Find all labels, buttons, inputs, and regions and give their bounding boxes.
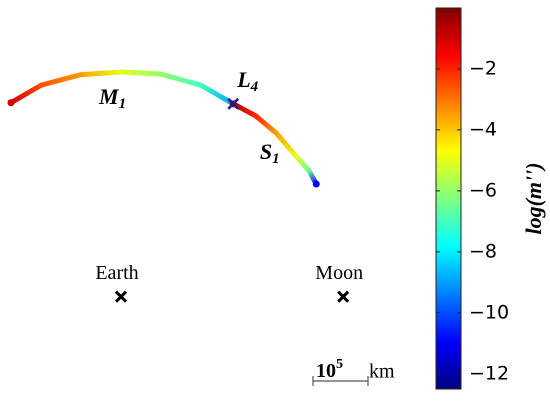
- colorbar-tick-label: −10: [469, 301, 509, 323]
- colorbar-label: log(m''): [521, 162, 546, 234]
- point-label: L4: [236, 67, 258, 95]
- body-marker: [114, 290, 128, 303]
- series-label-script: 1: [272, 151, 280, 167]
- scale-unit: km: [369, 361, 395, 383]
- body-marker: [337, 290, 350, 303]
- trajectory-end: [312, 180, 320, 188]
- scale-base: 10: [316, 360, 336, 382]
- scale-bar: [312, 376, 369, 386]
- colorbar: [435, 7, 462, 390]
- colorbar-tick-label: −6: [469, 179, 497, 201]
- colorbar-tick-label: −12: [469, 362, 509, 384]
- trajectory-segment: [38, 72, 84, 88]
- trajectory-segment: [158, 71, 204, 88]
- body-label: Moon: [315, 262, 363, 284]
- colorbar-tick-label: −2: [469, 57, 497, 79]
- body-label: Earth: [95, 262, 138, 284]
- series-label-script: 1: [119, 96, 127, 112]
- colorbar-tick-label: −4: [469, 118, 497, 140]
- series-label-main: S: [260, 139, 272, 164]
- scale-label: 105: [316, 357, 343, 381]
- colorbar-tick-label: −8: [469, 240, 497, 262]
- l4-marker: [227, 97, 240, 110]
- trajectory-segment: [118, 69, 164, 77]
- point-label-main: L: [236, 67, 250, 92]
- series-label: M1: [98, 84, 126, 112]
- trajectory-segment: [253, 113, 279, 136]
- point-label-script: 4: [250, 79, 259, 95]
- trajectory-segment: [273, 130, 299, 159]
- trajectory-segment: [8, 82, 44, 106]
- series-label: S1: [260, 139, 280, 167]
- series-label-main: M: [98, 84, 120, 109]
- trajectory-segment: [293, 153, 312, 174]
- trajectory-segment: [198, 82, 236, 107]
- trajectory-end: [7, 99, 15, 107]
- scale-exp: 5: [336, 357, 343, 372]
- trajectory-segment: [78, 69, 124, 78]
